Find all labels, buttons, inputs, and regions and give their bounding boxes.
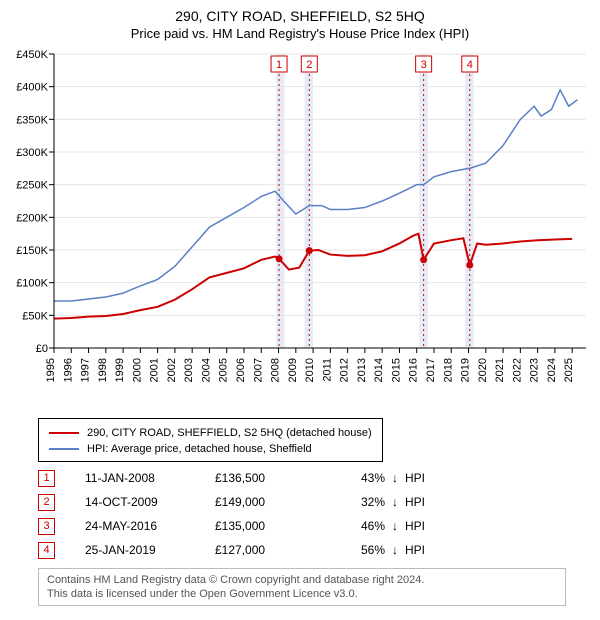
svg-text:1: 1 [276, 59, 282, 71]
chart: £0 £50K £100K £150K £200K £250K £300K £350K £400… [6, 48, 594, 408]
page-subtitle: Price paid vs. HM Land Registry's House … [0, 26, 600, 41]
svg-text:2009: 2009 [287, 358, 299, 382]
event-delta: 56% [325, 543, 385, 557]
event-price: £136,500 [215, 471, 325, 485]
svg-text:1998: 1998 [97, 358, 109, 382]
down-arrow-icon: ↓ [385, 543, 405, 557]
svg-text:2001: 2001 [149, 358, 161, 382]
svg-text:2012: 2012 [339, 358, 351, 382]
svg-text:2006: 2006 [235, 358, 247, 382]
svg-text:£450K: £450K [16, 49, 48, 61]
svg-text:2018: 2018 [442, 358, 454, 382]
svg-text:2011: 2011 [321, 358, 333, 382]
svg-text:2000: 2000 [131, 358, 143, 382]
event-row: 2 14-OCT-2009£149,00032%↓HPI [38, 490, 445, 514]
svg-text:4: 4 [467, 59, 473, 71]
event-hpi-label: HPI [405, 471, 445, 485]
event-row: 4 25-JAN-2019£127,00056%↓HPI [38, 538, 445, 562]
svg-text:2002: 2002 [166, 358, 178, 382]
legend-row: HPI: Average price, detached house, Shef… [49, 441, 372, 457]
svg-text:£300K: £300K [16, 147, 48, 159]
svg-text:£100K: £100K [16, 278, 48, 290]
svg-text:£250K: £250K [16, 180, 48, 192]
svg-text:1996: 1996 [62, 358, 74, 382]
down-arrow-icon: ↓ [385, 519, 405, 533]
events-table: 111-JAN-2008£136,50043%↓HPI214-OCT-2009£… [38, 466, 445, 562]
event-price: £135,000 [215, 519, 325, 533]
event-hpi-label: HPI [405, 495, 445, 509]
svg-text:2020: 2020 [477, 358, 489, 382]
svg-text:2015: 2015 [390, 358, 402, 382]
svg-text:2025: 2025 [563, 358, 575, 382]
event-marker: 3 [38, 518, 55, 535]
footer-line: Contains HM Land Registry data © Crown c… [47, 573, 557, 587]
page-title: 290, CITY ROAD, SHEFFIELD, S2 5HQ [0, 8, 600, 24]
svg-text:1995: 1995 [45, 358, 57, 382]
event-delta: 46% [325, 519, 385, 533]
svg-text:1997: 1997 [80, 358, 92, 382]
svg-text:2024: 2024 [546, 358, 558, 382]
svg-text:2014: 2014 [373, 358, 385, 382]
legend-swatch [49, 432, 79, 434]
svg-text:2005: 2005 [218, 358, 230, 382]
svg-text:1999: 1999 [114, 358, 126, 382]
legend-row: 290, CITY ROAD, SHEFFIELD, S2 5HQ (detac… [49, 425, 372, 441]
svg-text:2007: 2007 [252, 358, 264, 382]
svg-text:2003: 2003 [183, 358, 195, 382]
event-marker: 4 [38, 542, 55, 559]
svg-text:£350K: £350K [16, 114, 48, 126]
svg-text:£400K: £400K [16, 82, 48, 94]
event-date: 14-OCT-2009 [85, 495, 215, 509]
legend: 290, CITY ROAD, SHEFFIELD, S2 5HQ (detac… [38, 418, 383, 462]
event-row: 3 24-MAY-2016£135,00046%↓HPI [38, 514, 445, 538]
event-marker: 2 [38, 494, 55, 511]
svg-text:3: 3 [421, 59, 427, 71]
svg-text:£0: £0 [36, 343, 48, 355]
svg-text:2022: 2022 [511, 358, 523, 382]
event-date: 24-MAY-2016 [85, 519, 215, 533]
svg-text:2019: 2019 [460, 358, 472, 382]
svg-text:2023: 2023 [529, 358, 541, 382]
event-marker: 1 [38, 470, 55, 487]
svg-text:2008: 2008 [270, 358, 282, 382]
svg-text:£50K: £50K [22, 310, 48, 322]
footer-attribution: Contains HM Land Registry data © Crown c… [38, 568, 566, 606]
event-price: £127,000 [215, 543, 325, 557]
svg-text:2004: 2004 [200, 358, 212, 382]
footer-line: This data is licensed under the Open Gov… [47, 587, 557, 601]
legend-swatch [49, 448, 79, 450]
svg-text:2010: 2010 [304, 358, 316, 382]
svg-text:£150K: £150K [16, 245, 48, 257]
event-delta: 32% [325, 495, 385, 509]
svg-text:2021: 2021 [494, 358, 506, 382]
event-hpi-label: HPI [405, 519, 445, 533]
svg-text:2: 2 [306, 59, 312, 71]
event-price: £149,000 [215, 495, 325, 509]
down-arrow-icon: ↓ [385, 471, 405, 485]
svg-text:£200K: £200K [16, 212, 48, 224]
down-arrow-icon: ↓ [385, 495, 405, 509]
event-date: 25-JAN-2019 [85, 543, 215, 557]
event-delta: 43% [325, 471, 385, 485]
svg-text:2016: 2016 [408, 358, 420, 382]
svg-text:2017: 2017 [425, 358, 437, 382]
legend-label: HPI: Average price, detached house, Shef… [87, 441, 312, 457]
svg-text:2013: 2013 [356, 358, 368, 382]
event-row: 1 11-JAN-2008£136,50043%↓HPI [38, 466, 445, 490]
legend-label: 290, CITY ROAD, SHEFFIELD, S2 5HQ (detac… [87, 425, 372, 441]
event-date: 11-JAN-2008 [85, 471, 215, 485]
event-hpi-label: HPI [405, 543, 445, 557]
